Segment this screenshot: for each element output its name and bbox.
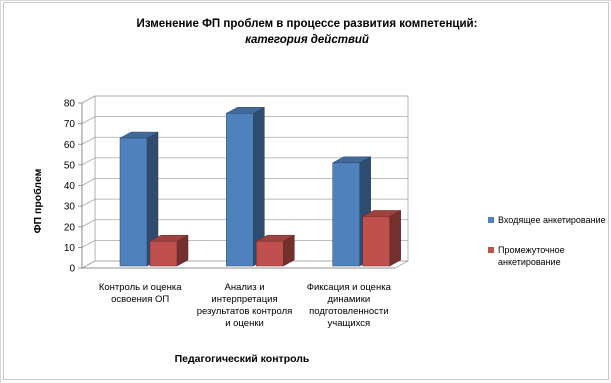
gridline: [81, 116, 408, 124]
gridline: [81, 219, 408, 228]
legend-swatch: [488, 217, 494, 223]
x-axis-categories: Контроль и оценка освоения ОП Анализ и инте…: [99, 282, 392, 329]
y-tick-label: 10: [64, 243, 76, 254]
bar: [362, 210, 401, 267]
bar: [119, 131, 159, 267]
bar-front: [119, 137, 148, 267]
sheet-edge-top: [0, 0, 611, 1]
y-axis-title: ФП проблем: [32, 168, 44, 233]
y-tick-label: 80: [64, 99, 76, 110]
bar-front: [226, 113, 254, 267]
bar: [256, 234, 295, 267]
y-tick-label: 60: [64, 140, 76, 151]
gridline: [81, 260, 408, 269]
y-tick-label: 70: [64, 119, 76, 130]
legend: Входящее анкетирование Промежуточное анкет…: [488, 215, 606, 267]
chart-canvas: Изменение ФП проблем в процессе развития…: [32, 18, 606, 365]
y-tick-label: 20: [64, 222, 76, 233]
bar-front: [149, 240, 178, 267]
gridline: [81, 178, 408, 186]
x-category-label: Фиксация и оценка динамики подготовленност…: [307, 282, 392, 329]
sheet-edge-left: [0, 0, 1, 383]
legend-item: Входящее анкетирование: [488, 215, 606, 225]
bar-series: [119, 106, 401, 267]
x-category-label: Контроль и оценка освоения ОП: [99, 282, 182, 305]
gridline: [81, 136, 408, 145]
y-tick-label: 30: [64, 202, 76, 213]
y-tick-label: 0: [69, 264, 75, 275]
y-tick-label: 50: [64, 160, 76, 171]
bar-front: [256, 240, 284, 267]
bar: [226, 106, 265, 267]
gridline: [81, 157, 408, 166]
chart-area[interactable]: Изменение ФП проблем в процессе развития…: [3, 2, 609, 380]
bar-front: [332, 162, 360, 267]
y-tick-label: 40: [64, 181, 76, 192]
x-axis-title: Педагогический контроль: [175, 353, 310, 365]
gridline: [81, 198, 408, 207]
legend-label: Входящее анкетирование: [498, 215, 606, 225]
legend-swatch: [488, 247, 494, 253]
chart-title: Изменение ФП проблем в процессе развития…: [137, 18, 478, 30]
gridline: [81, 95, 408, 104]
bar: [149, 234, 189, 267]
gridline: [81, 239, 408, 248]
bar-front: [362, 216, 390, 267]
chart-subtitle: категория действий: [245, 34, 369, 46]
bar-side: [389, 210, 401, 267]
legend-item: Промежуточное анкетирование: [488, 245, 565, 267]
x-category-label: Анализ и интерпретация результатов контрол…: [197, 282, 293, 329]
gridlines: [81, 95, 408, 269]
legend-label: Промежуточное анкетирование: [498, 245, 565, 267]
y-axis-ticks: 0 10 20 30 40 50 60 70 80: [64, 99, 395, 275]
